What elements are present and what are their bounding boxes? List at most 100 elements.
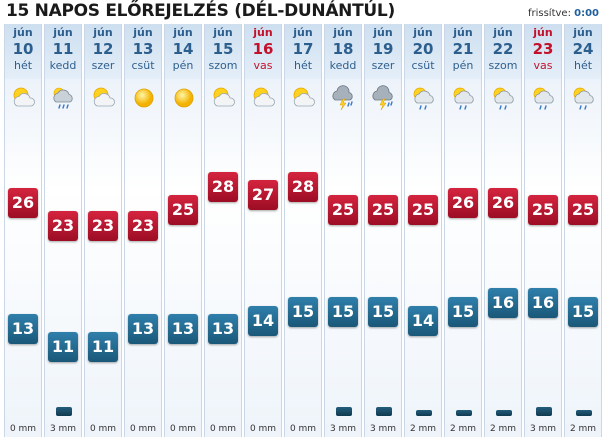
day-name: csüt <box>131 59 155 72</box>
day-name: pén <box>172 59 194 72</box>
day-name: vas <box>253 59 273 72</box>
day-month: jún <box>173 26 193 39</box>
max-temp-badge: 26 <box>448 188 478 218</box>
day-number: 19 <box>372 40 394 58</box>
day-name: hét <box>573 59 593 72</box>
max-temp-badge: 28 <box>288 172 318 202</box>
day-number: 11 <box>52 40 74 58</box>
day-column: jún 23 vas 25 16 3 mm <box>524 24 562 437</box>
day-name: kedd <box>329 59 357 72</box>
day-name: hét <box>293 59 313 72</box>
precipitation-label: 0 mm <box>9 424 37 434</box>
max-temp-badge: 25 <box>408 195 438 225</box>
min-temp-badge: 13 <box>128 314 158 344</box>
updated-timestamp: frissítve: 0:00 <box>528 8 599 19</box>
max-temp-badge: 25 <box>528 195 558 225</box>
day-header: jún 18 kedd <box>325 24 361 79</box>
precipitation-bar <box>336 407 352 416</box>
day-number: 21 <box>452 40 474 58</box>
day-column: jún 15 szom 28 13 0 mm <box>204 24 242 437</box>
partly-sunny-icon <box>290 84 318 112</box>
forecast-header: 15 NAPOS ELŐREJELZÉS (DÉL-DUNÁNTÚL) fris… <box>0 0 607 24</box>
day-column: jún 21 pén 26 15 2 mm <box>444 24 482 437</box>
day-month: jún <box>133 26 153 39</box>
day-name: szom <box>208 59 238 72</box>
precipitation-bar <box>576 410 592 416</box>
max-temp-badge: 26 <box>488 188 518 218</box>
day-header: jún 23 vas <box>525 24 561 79</box>
precipitation-label: 2 mm <box>569 424 597 434</box>
partly-sunny-icon <box>210 84 238 112</box>
precipitation-label: 2 mm <box>449 424 477 434</box>
day-header: jún 13 csüt <box>125 24 161 79</box>
day-month: jún <box>293 26 313 39</box>
sun-icon <box>170 84 198 112</box>
min-temp-badge: 14 <box>408 306 438 336</box>
min-temp-badge: 16 <box>528 288 558 318</box>
day-header: jún 11 kedd <box>45 24 81 79</box>
day-number: 12 <box>92 40 114 58</box>
forecast-days: jún 10 hét 26 13 0 mm jún 11 kedd 23 11 3 mm jún 12 sz… <box>3 24 603 437</box>
day-number: 10 <box>12 40 34 58</box>
day-number: 22 <box>492 40 514 58</box>
min-temp-badge: 16 <box>488 288 518 318</box>
day-month: jún <box>533 26 553 39</box>
day-column: jún 24 hét 25 15 2 mm <box>564 24 602 437</box>
day-column: jún 13 csüt 23 13 0 mm <box>124 24 162 437</box>
precipitation-bar <box>496 410 512 416</box>
sun-rain-icon <box>490 84 518 112</box>
day-column: jún 10 hét 26 13 0 mm <box>4 24 42 437</box>
day-number: 18 <box>332 40 354 58</box>
min-temp-badge: 13 <box>168 314 198 344</box>
day-header: jún 21 pén <box>445 24 481 79</box>
day-header: jún 22 szom <box>485 24 521 79</box>
day-month: jún <box>493 26 513 39</box>
day-header: jún 10 hét <box>5 24 41 79</box>
precipitation-label: 3 mm <box>369 424 397 434</box>
min-temp-badge: 15 <box>288 297 318 327</box>
sun-rain-icon <box>530 84 558 112</box>
page-title: 15 NAPOS ELŐREJELZÉS (DÉL-DUNÁNTÚL) <box>6 1 395 21</box>
day-number: 16 <box>252 40 274 58</box>
precipitation-label: 0 mm <box>289 424 317 434</box>
day-name: szer <box>91 59 115 72</box>
precipitation-label: 3 mm <box>529 424 557 434</box>
day-name: szer <box>371 59 395 72</box>
sun-rain-icon <box>570 84 598 112</box>
max-temp-badge: 25 <box>568 195 598 225</box>
max-temp-badge: 26 <box>8 188 38 218</box>
day-number: 23 <box>532 40 554 58</box>
day-month: jún <box>13 26 33 39</box>
day-column: jún 14 pén 25 13 0 mm <box>164 24 202 437</box>
day-number: 15 <box>212 40 234 58</box>
day-header: jún 14 pén <box>165 24 201 79</box>
day-month: jún <box>413 26 433 39</box>
precipitation-label: 2 mm <box>489 424 517 434</box>
day-month: jún <box>453 26 473 39</box>
max-temp-badge: 27 <box>248 180 278 210</box>
day-month: jún <box>333 26 353 39</box>
day-month: jún <box>373 26 393 39</box>
min-temp-badge: 15 <box>448 297 478 327</box>
max-temp-badge: 23 <box>128 211 158 241</box>
partly-sunny-icon <box>90 84 118 112</box>
min-temp-badge: 13 <box>8 314 38 344</box>
precipitation-label: 3 mm <box>329 424 357 434</box>
day-column: jún 11 kedd 23 11 3 mm <box>44 24 82 437</box>
rain-cloud-icon <box>50 84 78 112</box>
min-temp-badge: 11 <box>88 332 118 362</box>
max-temp-badge: 23 <box>88 211 118 241</box>
max-temp-badge: 28 <box>208 172 238 202</box>
day-month: jún <box>573 26 593 39</box>
min-temp-badge: 14 <box>248 306 278 336</box>
day-name: hét <box>13 59 33 72</box>
precipitation-label: 0 mm <box>169 424 197 434</box>
day-name: vas <box>533 59 553 72</box>
day-month: jún <box>93 26 113 39</box>
day-name: csüt <box>411 59 435 72</box>
precipitation-bar <box>56 407 72 416</box>
day-header: jún 17 hét <box>285 24 321 79</box>
day-month: jún <box>53 26 73 39</box>
min-temp-badge: 11 <box>48 332 78 362</box>
precipitation-label: 0 mm <box>89 424 117 434</box>
